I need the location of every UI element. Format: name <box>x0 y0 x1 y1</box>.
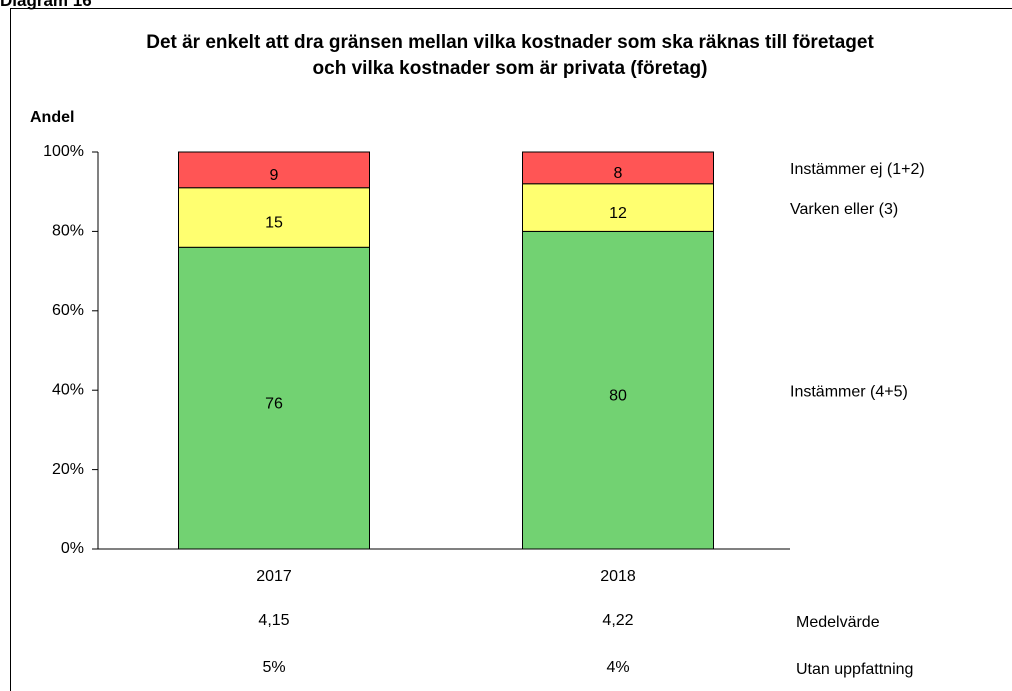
x-tick-label: 2018 <box>600 568 636 585</box>
bar-segment <box>522 183 714 232</box>
row-label: Medelvärde <box>796 614 880 631</box>
row-value: 4,15 <box>258 612 289 629</box>
bar-segment <box>178 151 370 189</box>
series-label: Varken eller (3) <box>790 201 898 218</box>
row-label: Utan uppfattning <box>796 661 913 678</box>
frame <box>10 8 1012 691</box>
data-label: 8 <box>614 165 623 182</box>
data-label: 9 <box>270 167 279 184</box>
row-value: 5% <box>262 659 285 676</box>
bar-segment <box>522 151 714 185</box>
series-label: Instämmer (4+5) <box>790 383 908 400</box>
data-label: 15 <box>265 215 283 232</box>
data-label: 12 <box>609 205 627 222</box>
y-axis-label: Andel <box>30 109 74 126</box>
bar-segment <box>178 246 370 550</box>
row-value: 4% <box>606 659 629 676</box>
data-label: 76 <box>265 395 283 412</box>
row-value: 4,22 <box>602 612 633 629</box>
y-tick-label: 100% <box>43 143 84 160</box>
bar-segment <box>522 230 714 550</box>
y-tick-label: 80% <box>52 223 84 240</box>
y-tick-label: 40% <box>52 381 84 398</box>
bar-segment <box>178 187 370 248</box>
series-label: Instämmer ej (1+2) <box>790 161 925 178</box>
x-tick-label: 2017 <box>256 568 292 585</box>
data-label: 80 <box>609 387 627 404</box>
y-tick-label: 60% <box>52 302 84 319</box>
chart-title: Det är enkelt att dra gränsen mellan vil… <box>146 32 874 79</box>
y-tick-label: 20% <box>52 461 84 478</box>
diagram-number: Diagram 16 <box>0 0 92 10</box>
y-tick-label: 0% <box>61 540 84 557</box>
